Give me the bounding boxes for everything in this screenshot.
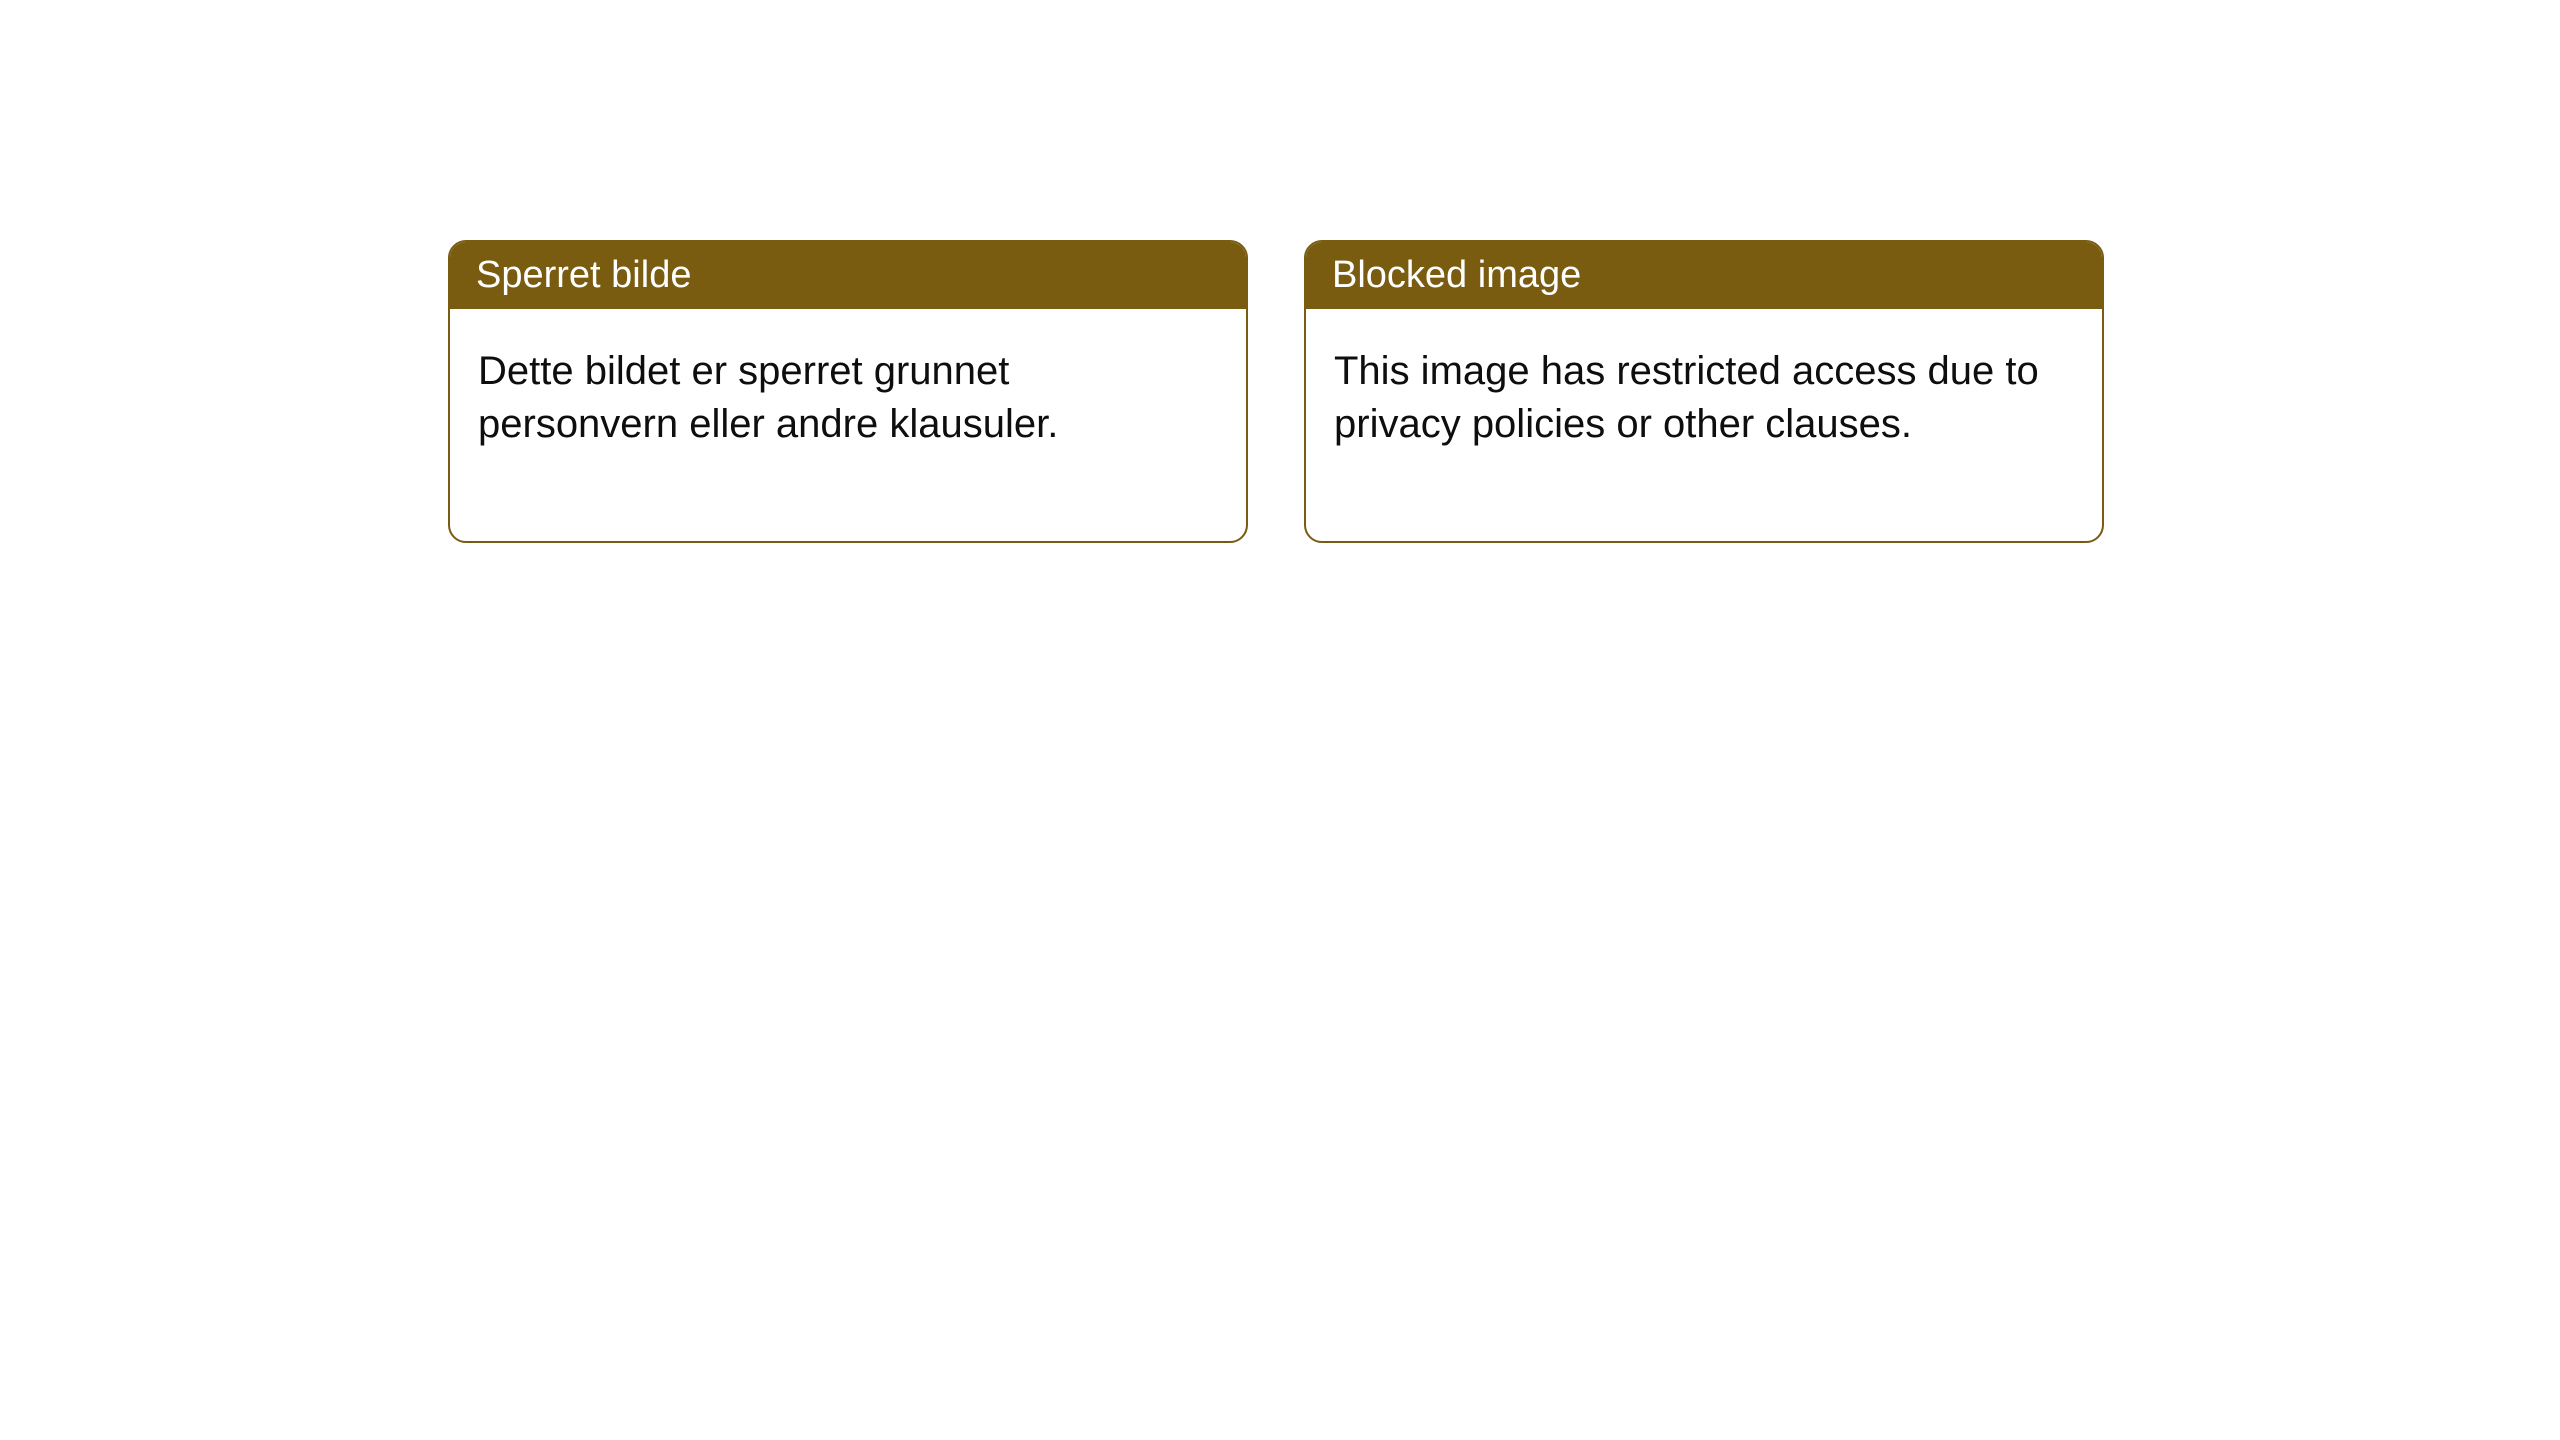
notice-container: Sperret bilde Dette bildet er sperret gr…	[448, 240, 2104, 543]
card-title: Sperret bilde	[476, 254, 691, 296]
card-header: Sperret bilde	[450, 242, 1246, 309]
card-body-text: This image has restricted access due to …	[1334, 349, 2039, 446]
card-body: This image has restricted access due to …	[1306, 309, 2102, 541]
card-body: Dette bildet er sperret grunnet personve…	[450, 309, 1246, 541]
card-header: Blocked image	[1306, 242, 2102, 309]
card-body-text: Dette bildet er sperret grunnet personve…	[478, 349, 1058, 446]
card-title: Blocked image	[1332, 254, 1581, 296]
blocked-image-card-norwegian: Sperret bilde Dette bildet er sperret gr…	[448, 240, 1248, 543]
blocked-image-card-english: Blocked image This image has restricted …	[1304, 240, 2104, 543]
